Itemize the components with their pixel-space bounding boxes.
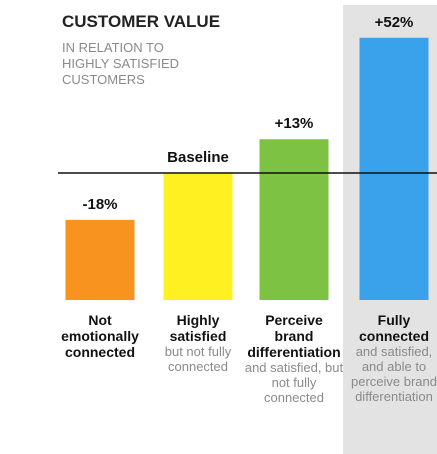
category-label: Highly satisfied xyxy=(169,312,227,344)
bar xyxy=(359,37,429,301)
category-label: Perceive brand differentiation xyxy=(247,312,341,360)
category-note: and satisfied, and able to perceive bran… xyxy=(351,344,437,404)
category-note: but not fully connected xyxy=(164,344,232,374)
value-label: -18% xyxy=(82,195,118,213)
bar xyxy=(163,173,233,300)
category-label: Not emotionally connected xyxy=(61,312,139,360)
chart-subtitle: IN RELATION TO HIGHLY SATISFIED CUSTOMER… xyxy=(62,40,180,87)
category-label: Fully connected xyxy=(358,312,429,344)
chart-title: CUSTOMER VALUE xyxy=(62,12,221,31)
value-label: Baseline xyxy=(167,149,229,167)
category-note: and satisfied, but not fully connected xyxy=(244,360,344,405)
bar xyxy=(65,219,135,300)
value-label: +52% xyxy=(374,13,414,31)
value-label: +13% xyxy=(274,115,314,133)
bar xyxy=(259,139,329,300)
